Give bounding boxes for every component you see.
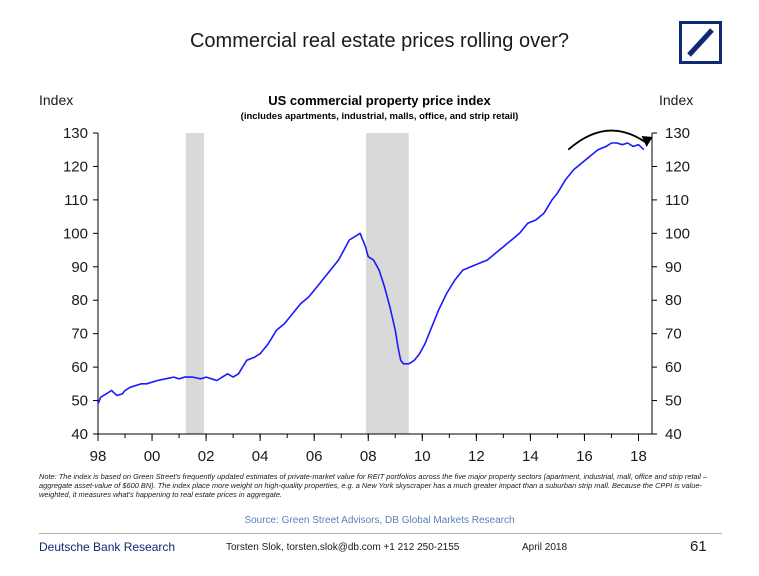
rolling-over-arrow [567, 129, 648, 151]
deutsche-bank-logo [679, 21, 722, 64]
page-number: 61 [690, 538, 707, 555]
y-tick-label-left: 100 [63, 225, 88, 242]
x-tick-label: 10 [414, 448, 431, 465]
x-tick-label: 98 [90, 448, 107, 465]
y-axis-label-right: Index [659, 92, 694, 108]
series-group [97, 142, 645, 405]
footer-contact: Torsten Slok, torsten.slok@db.com +1 212… [226, 542, 460, 553]
footer-divider [39, 533, 722, 534]
recession-band-1 [185, 133, 204, 434]
y-axis-label-left: Index [39, 92, 74, 108]
y-tick-label-left: 60 [71, 359, 88, 376]
y-tick-label-right: 90 [665, 259, 682, 276]
x-tick-label: 16 [576, 448, 593, 465]
y-tick-label-right: 120 [665, 158, 690, 175]
x-tick-label: 02 [198, 448, 215, 465]
footer-brand: Deutsche Bank Research [39, 540, 176, 554]
slide-title: Commercial real estate prices rolling ov… [189, 30, 570, 52]
chart-note: Note: The index is based on Green Street… [39, 472, 708, 499]
y-tick-label-right: 80 [665, 292, 682, 309]
arrowhead [641, 136, 653, 148]
price-index-line-1 [97, 142, 645, 405]
y-ticks-right: 40 50 60 70 80 90 100 110 120 130 [652, 125, 690, 443]
chart-axes [97, 133, 653, 435]
y-tick-label-right: 100 [665, 225, 690, 242]
y-tick-label-left: 120 [63, 158, 88, 175]
chart-title: US commercial property price index [268, 93, 491, 108]
x-tick-label: 06 [306, 448, 323, 465]
y-tick-label-left: 90 [71, 259, 88, 276]
y-tick-label-left: 70 [71, 326, 88, 343]
recession-band-2 [366, 133, 409, 434]
x-tick-label: 14 [522, 448, 539, 465]
y-tick-label-right: 130 [665, 125, 690, 142]
chart-subtitle: (includes apartments, industrial, malls,… [240, 111, 519, 122]
x-ticks: 98 00 02 04 06 08 10 12 14 16 18 [90, 434, 647, 465]
y-tick-label-left: 40 [71, 426, 88, 443]
y-ticks-left: 40 50 60 70 80 90 100 110 120 130 [63, 125, 98, 443]
y-tick-label-left: 50 [71, 393, 88, 410]
arrow-annotation [567, 129, 653, 151]
y-tick-label-right: 50 [665, 393, 682, 410]
y-tick-label-left: 130 [63, 125, 88, 142]
y-tick-label-right: 60 [665, 359, 682, 376]
y-tick-label-right: 70 [665, 326, 682, 343]
footer-date: April 2018 [522, 542, 568, 553]
x-tick-label: 18 [630, 448, 647, 465]
y-tick-label-left: 80 [71, 292, 88, 309]
x-tick-label: 00 [144, 448, 161, 465]
x-tick-label: 12 [468, 448, 485, 465]
y-tick-label-right: 40 [665, 426, 682, 443]
recession-bands [185, 133, 409, 434]
source-line: Source: Green Street Advisors, DB Global… [244, 515, 515, 526]
x-tick-label: 04 [252, 448, 269, 465]
y-tick-label-left: 110 [64, 192, 88, 209]
y-tick-label-right: 110 [665, 192, 689, 209]
x-tick-label: 08 [360, 448, 377, 465]
